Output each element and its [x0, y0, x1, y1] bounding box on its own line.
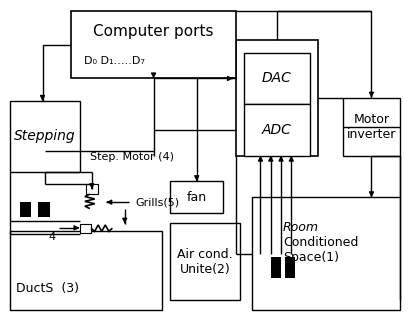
Bar: [342, 98, 399, 156]
Text: Conditioned
Space(1): Conditioned Space(1): [282, 236, 358, 264]
Text: Motor
inverter: Motor inverter: [346, 113, 395, 141]
Bar: [85, 184, 98, 194]
Bar: [235, 40, 317, 156]
Text: DAC: DAC: [261, 72, 291, 86]
Bar: [243, 104, 309, 156]
Bar: [285, 257, 295, 278]
Text: Step. Motor (4): Step. Motor (4): [90, 152, 173, 162]
Bar: [9, 101, 79, 172]
Text: Air cond.
Unite(2): Air cond. Unite(2): [177, 248, 232, 276]
Bar: [20, 202, 31, 217]
Text: Grills(5): Grills(5): [135, 197, 179, 207]
Bar: [71, 11, 235, 78]
Text: Stepping: Stepping: [14, 129, 75, 143]
Bar: [270, 257, 280, 278]
Bar: [170, 223, 239, 300]
Text: D₀ D₁…..D₇: D₀ D₁…..D₇: [83, 56, 144, 66]
Text: Computer ports: Computer ports: [93, 24, 213, 40]
Bar: [79, 224, 91, 233]
Text: 4: 4: [49, 233, 56, 242]
Bar: [170, 181, 223, 214]
Text: ADC: ADC: [261, 123, 291, 137]
Text: DuctS  (3): DuctS (3): [16, 283, 78, 295]
Text: Room: Room: [282, 221, 318, 234]
Text: fan: fan: [186, 191, 206, 204]
Bar: [9, 231, 161, 310]
Bar: [38, 202, 50, 217]
Bar: [252, 197, 399, 310]
Bar: [243, 53, 309, 104]
